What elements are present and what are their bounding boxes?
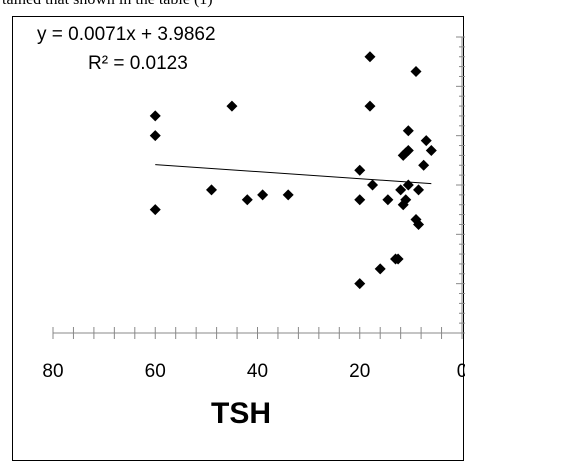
data-point [364, 51, 376, 63]
labels-group: y = 0.0071x + 3.9862 R² = 0.0123 TSH k [37, 24, 271, 430]
data-point [374, 263, 386, 275]
data-point [402, 125, 414, 137]
data-point [400, 194, 412, 206]
data-point [410, 66, 422, 78]
data-point [205, 184, 217, 196]
caption-text: tained that shown in the table (1) [2, 0, 213, 9]
data-point [149, 204, 161, 216]
trendline-r2: R² = 0.0123 [88, 53, 188, 74]
axes: 0204060801234567 [42, 36, 465, 382]
x-tick-label: 0 [457, 361, 465, 382]
data-point [354, 194, 366, 206]
x-tick-label: 40 [247, 361, 268, 382]
data-point [354, 278, 366, 290]
x-tick-label: 20 [349, 361, 370, 382]
data-point [413, 218, 425, 230]
data-point [402, 144, 414, 156]
trendline-equation: y = 0.0071x + 3.9862 [37, 24, 216, 45]
data-point [382, 194, 394, 206]
data-point [149, 130, 161, 142]
data-point [226, 100, 238, 112]
data-point [367, 179, 379, 191]
data-point [149, 110, 161, 122]
x-axis-label: TSH [211, 397, 271, 430]
scatter-chart: 0204060801234567 y = 0.0071x + 3.9862 R²… [37, 24, 465, 430]
data-point [241, 194, 253, 206]
chart-frame: 0204060801234567 y = 0.0071x + 3.9862 R²… [12, 16, 465, 461]
trendline [155, 164, 432, 185]
data-point [418, 159, 430, 171]
data-point [413, 184, 425, 196]
trendline-group [155, 164, 432, 185]
data-point [402, 179, 414, 191]
data-point [354, 164, 366, 176]
data-point [420, 135, 432, 147]
data-point [364, 100, 376, 112]
data-point [282, 189, 294, 201]
data-points [149, 51, 437, 290]
data-point [425, 144, 437, 156]
x-tick-label: 80 [42, 361, 63, 382]
data-point [257, 189, 269, 201]
data-point [395, 184, 407, 196]
data-point [392, 253, 404, 265]
x-tick-label: 60 [145, 361, 166, 382]
